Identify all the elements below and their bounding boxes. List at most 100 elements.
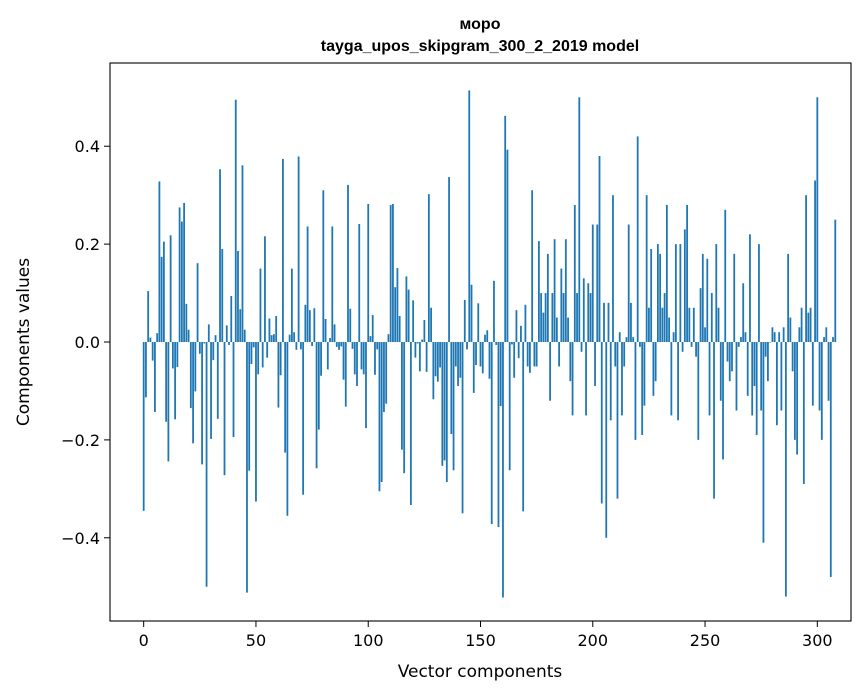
- bar-113: [396, 268, 399, 342]
- bar-160: [502, 342, 504, 598]
- bar-112: [394, 287, 397, 342]
- bar-40: [232, 342, 235, 437]
- bar-215: [625, 337, 628, 342]
- bar-303: [823, 337, 825, 342]
- bar-209: [612, 195, 614, 342]
- bar-164: [511, 342, 513, 345]
- bar-305: [827, 342, 830, 401]
- bar-157: [495, 342, 498, 345]
- bar-185: [558, 342, 560, 367]
- bar-18: [183, 202, 185, 342]
- bar-57: [270, 335, 273, 342]
- bar-259: [724, 209, 727, 342]
- bar-32: [214, 335, 217, 342]
- bar-263: [733, 253, 736, 342]
- bar-111: [392, 203, 394, 342]
- x-tick-label-5: 250: [690, 631, 721, 650]
- bar-306: [829, 342, 832, 577]
- bar-289: [791, 342, 794, 372]
- bar-212: [618, 332, 621, 342]
- bar-143: [463, 299, 466, 342]
- bar-121: [414, 342, 417, 358]
- bar-149: [477, 303, 480, 342]
- bar-253: [710, 293, 713, 342]
- bar-244: [690, 342, 693, 347]
- bar-114: [398, 316, 401, 342]
- bar-141: [459, 342, 462, 378]
- bar-78: [317, 342, 320, 430]
- bar-258: [722, 342, 724, 460]
- bar-91: [347, 184, 349, 342]
- bar-301: [818, 342, 821, 411]
- bar-133: [441, 342, 444, 466]
- bar-26: [201, 342, 203, 465]
- bar-37: [225, 325, 228, 342]
- bar-268: [744, 332, 747, 342]
- x-tick-label-2: 100: [353, 631, 384, 650]
- bar-194: [578, 97, 581, 342]
- bar-65: [288, 334, 291, 342]
- bar-139: [454, 342, 457, 367]
- bar-296: [807, 312, 810, 342]
- bar-158: [497, 342, 500, 528]
- bar-61: [279, 342, 282, 376]
- bar-4: [151, 342, 154, 361]
- bar-308: [834, 219, 837, 342]
- bar-150: [479, 342, 482, 367]
- bar-14: [174, 342, 177, 420]
- bar-169: [522, 342, 525, 512]
- bar-249: [701, 253, 704, 342]
- bar-224: [645, 195, 648, 342]
- bar-198: [587, 283, 590, 342]
- bar-19: [185, 303, 188, 342]
- bar-97: [360, 342, 363, 370]
- y-axis-label: Components values: [14, 258, 34, 426]
- bar-69: [297, 156, 300, 342]
- bar-165: [513, 342, 516, 378]
- bar-99: [365, 342, 367, 429]
- bar-71: [302, 342, 305, 495]
- bar-16: [178, 207, 181, 342]
- bar-188: [564, 239, 567, 342]
- bar-80: [322, 190, 325, 342]
- bar-179: [544, 293, 547, 342]
- bar-280: [771, 327, 774, 342]
- bar-75: [311, 342, 313, 346]
- bar-48: [250, 342, 253, 365]
- bar-201: [594, 342, 596, 387]
- bar-250: [704, 327, 706, 342]
- bar-286: [784, 342, 787, 597]
- x-tick-label-3: 150: [465, 631, 496, 650]
- bar-3: [149, 337, 152, 342]
- bar-151: [481, 342, 484, 374]
- bar-275: [760, 342, 763, 411]
- bar-12: [169, 235, 172, 342]
- bar-214: [623, 342, 626, 367]
- bar-229: [656, 244, 659, 342]
- bar-251: [706, 258, 709, 342]
- bar-8: [160, 256, 163, 342]
- bar-85: [333, 324, 336, 342]
- bar-274: [758, 244, 760, 342]
- x-tick-label-1: 50: [246, 631, 266, 650]
- bar-13: [171, 342, 174, 369]
- bar-176: [537, 241, 540, 342]
- bar-60: [277, 342, 280, 408]
- bar-52: [259, 268, 262, 342]
- y-tick-label-4: 0.4: [75, 137, 100, 156]
- bar-83: [329, 338, 331, 342]
- bar-175: [535, 342, 538, 367]
- bar-144: [466, 342, 468, 350]
- chart-title-line2: tayga_upos_skipgram_300_2_2019 model: [321, 38, 639, 55]
- bar-291: [796, 342, 799, 455]
- y-tick-label-2: 0.0: [75, 333, 100, 352]
- bar-43: [239, 309, 242, 342]
- bar-269: [746, 342, 749, 396]
- bar-233: [665, 204, 668, 342]
- bar-82: [326, 342, 329, 370]
- bar-191: [571, 342, 574, 416]
- bar-68: [295, 342, 298, 350]
- bar-240: [681, 342, 684, 352]
- bar-131: [436, 342, 439, 382]
- bar-234: [668, 317, 671, 342]
